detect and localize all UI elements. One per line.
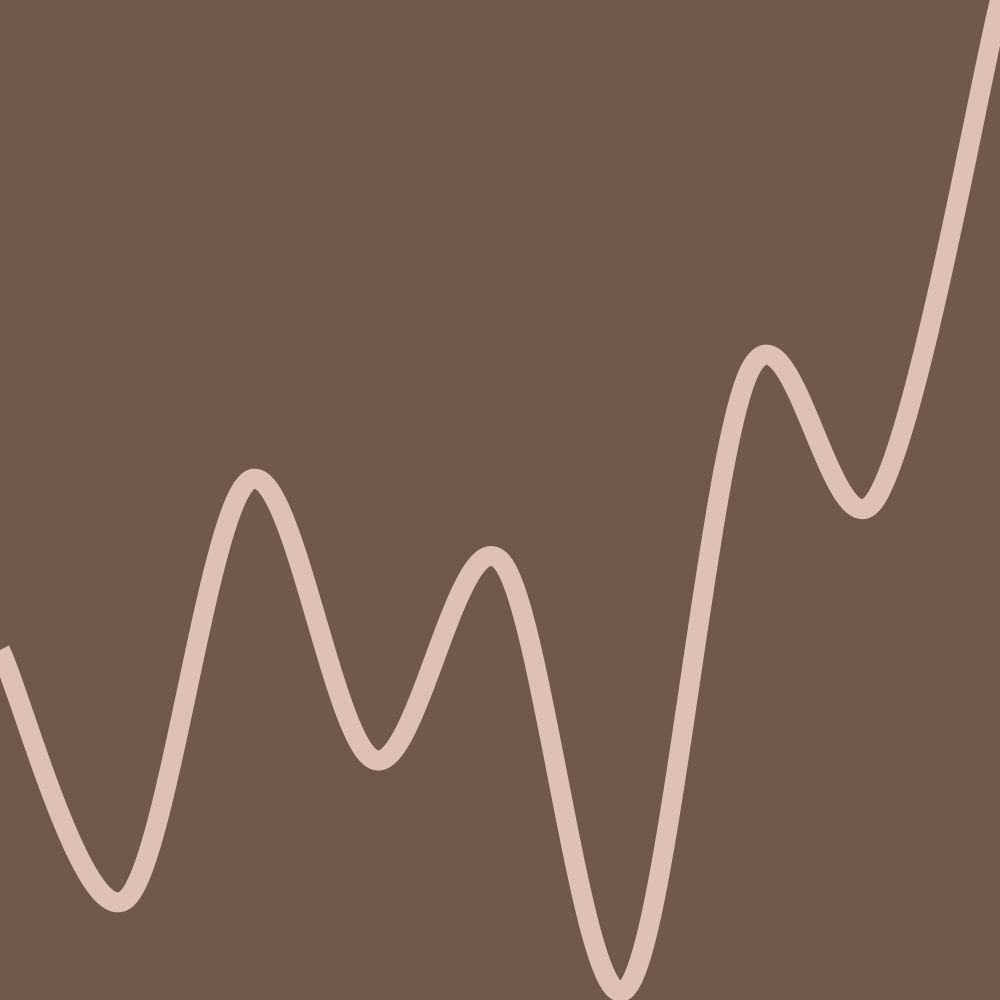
- plot-background: [0, 0, 1000, 1000]
- line-chart: [0, 0, 1000, 1000]
- chart-container: [0, 0, 1000, 1000]
- series-line-0: [0, 0, 1000, 1000]
